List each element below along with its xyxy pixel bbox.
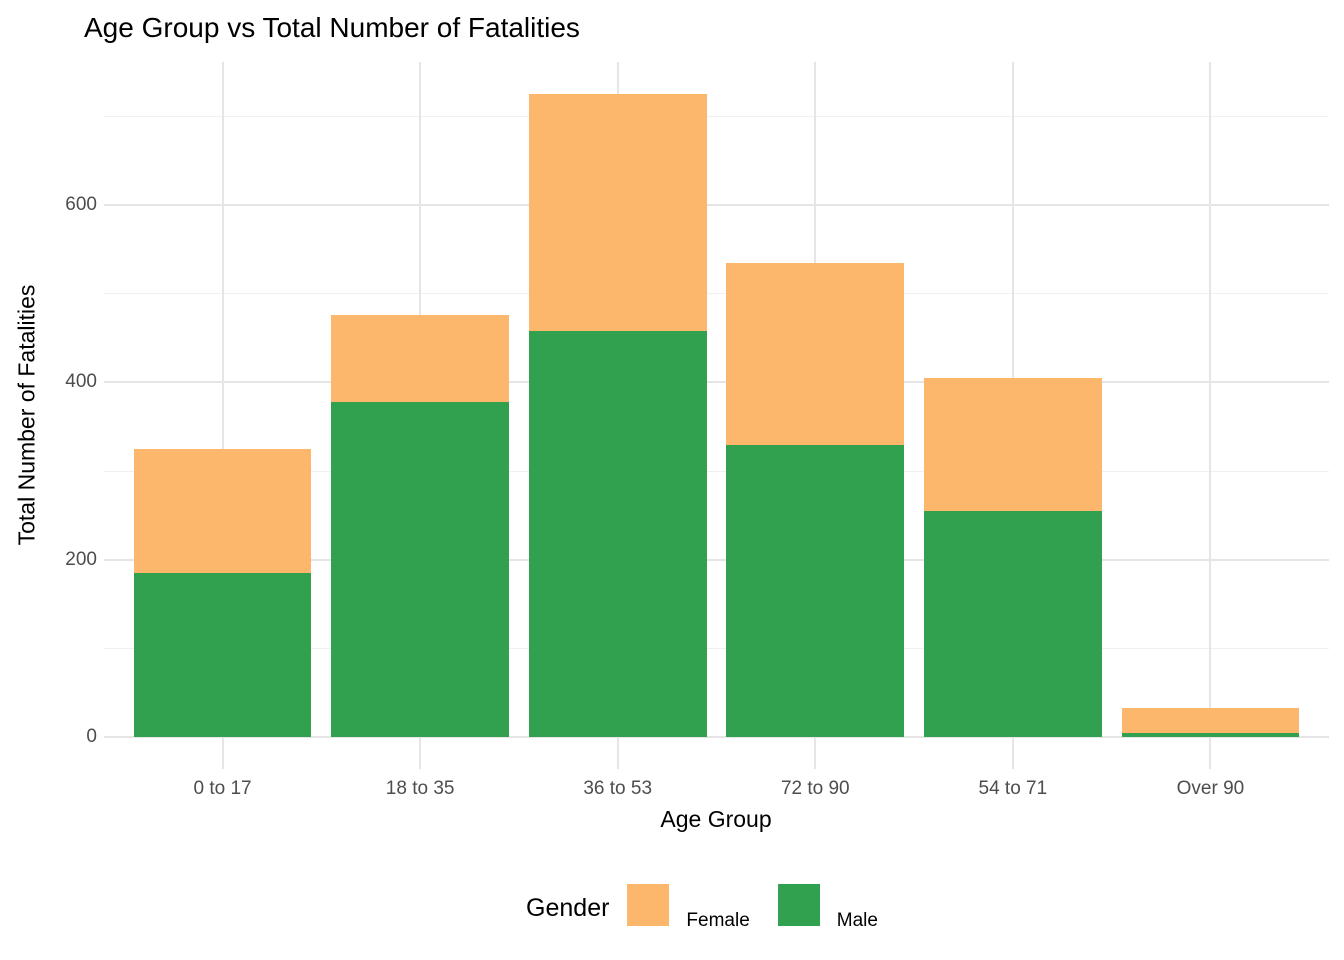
y-tick-label: 400 — [65, 371, 97, 392]
x-tick-label: 36 to 53 — [583, 778, 653, 799]
gridline-major-h — [104, 736, 1329, 738]
bar-segment-male — [726, 445, 905, 737]
legend-item-label: Male — [836, 910, 878, 931]
y-tick-label: 200 — [65, 548, 97, 570]
legend: Gender Female Male — [526, 884, 906, 932]
y-axis-title: Total Number of Fatalities — [13, 284, 40, 546]
legend-swatch-male — [777, 884, 820, 926]
chart-title: Age Group vs Total Number of Fatalities — [84, 12, 580, 43]
legend-item-label: Female — [686, 910, 750, 931]
x-tick-label: 18 to 35 — [385, 778, 455, 799]
bar-segment-male — [133, 572, 312, 737]
gridline-major-h — [104, 203, 1329, 206]
gridline-minor-h — [104, 115, 1329, 117]
x-tick-label: 54 to 71 — [978, 778, 1048, 799]
legend-swatch-female — [627, 884, 670, 926]
bar-segment-female — [1121, 707, 1300, 734]
bar-segment-male — [528, 331, 707, 737]
y-tick-label: 600 — [65, 193, 97, 215]
bar-segment-female — [726, 263, 905, 445]
bar-segment-female — [331, 315, 510, 402]
y-tick-label: 0 — [86, 726, 97, 747]
gridline-minor-h — [104, 470, 1329, 472]
bar-segment-male — [923, 510, 1102, 737]
x-tick-label: 0 to 17 — [193, 778, 252, 799]
gridline-major-v — [1209, 62, 1212, 769]
legend-items: Female Male — [627, 884, 906, 932]
gridline-major-h — [104, 381, 1329, 383]
gridline-minor-h — [104, 293, 1329, 295]
bar-segment-male — [331, 401, 510, 737]
bar-segment-female — [528, 93, 707, 332]
legend-title: Gender — [526, 893, 610, 922]
gridline-minor-h — [104, 648, 1329, 650]
x-tick-label: Over 90 — [1176, 778, 1245, 799]
bar-segment-female — [923, 378, 1102, 511]
gridline-major-v — [221, 62, 224, 769]
x-axis-title: Age Group — [660, 806, 772, 832]
bar-segment-female — [133, 448, 312, 573]
gridline-major-h — [104, 558, 1329, 561]
bar-segment-male — [1121, 733, 1300, 737]
x-tick-label: 72 to 90 — [780, 778, 850, 799]
